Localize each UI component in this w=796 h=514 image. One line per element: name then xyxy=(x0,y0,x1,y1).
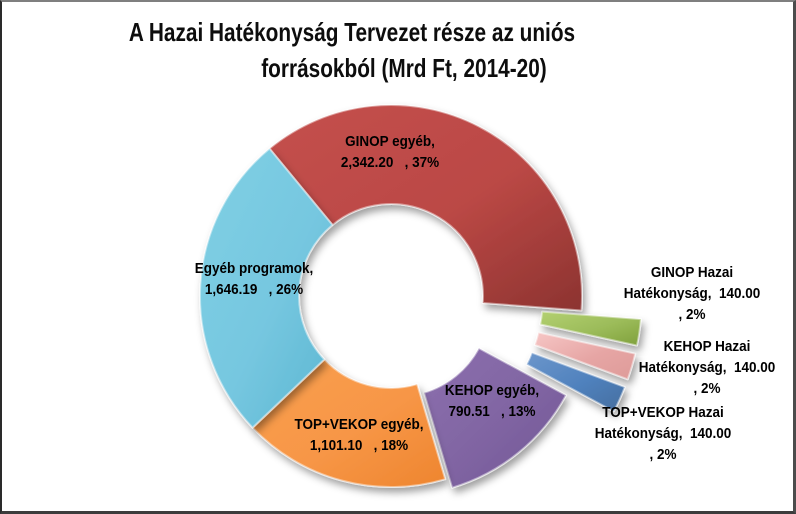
data-label-kehop-hazai: KEHOP Hazai Hatékonyság, 140.00 , 2% xyxy=(638,338,776,397)
pie-slice-kehop-egyeb[interactable] xyxy=(423,347,568,489)
data-label-kehop-egyeb: KEHOP egyéb, 790.51 , 13% xyxy=(444,382,540,420)
data-label-egyeb-programok: Egyéb programok, 1,646.19 , 26% xyxy=(194,260,314,298)
pie-slice-egyeb-programok[interactable] xyxy=(199,147,334,429)
pie-slice-top-vekop-hazai[interactable] xyxy=(525,351,626,413)
data-label-ginop-egyeb: GINOP egyéb, 2,342.20 , 37% xyxy=(340,133,440,171)
data-label-top-vekop-hazai: TOP+VEKOP Hazai Hatékonyság, 140.00 , 2% xyxy=(594,404,732,463)
pie-slice-ginop-egyeb[interactable] xyxy=(268,104,583,312)
data-label-top-vekop-egyeb: TOP+VEKOP egyéb, 1,101.10 , 18% xyxy=(294,416,424,454)
chart-title-line-2: forrásokból (Mrd Ft, 2014-20) xyxy=(261,53,547,83)
data-label-ginop-hazai: GINOP Hazai Hatékonyság, 140.00 , 2% xyxy=(623,264,761,323)
pie-slice-kehop-hazai[interactable] xyxy=(533,331,637,381)
pie-slice-top-vekop-egyeb[interactable] xyxy=(251,358,447,489)
pie-slice-ginop-hazai[interactable] xyxy=(539,310,642,347)
chart-title-line-1: A Hazai Hatékonyság Tervezet része az un… xyxy=(128,17,576,47)
